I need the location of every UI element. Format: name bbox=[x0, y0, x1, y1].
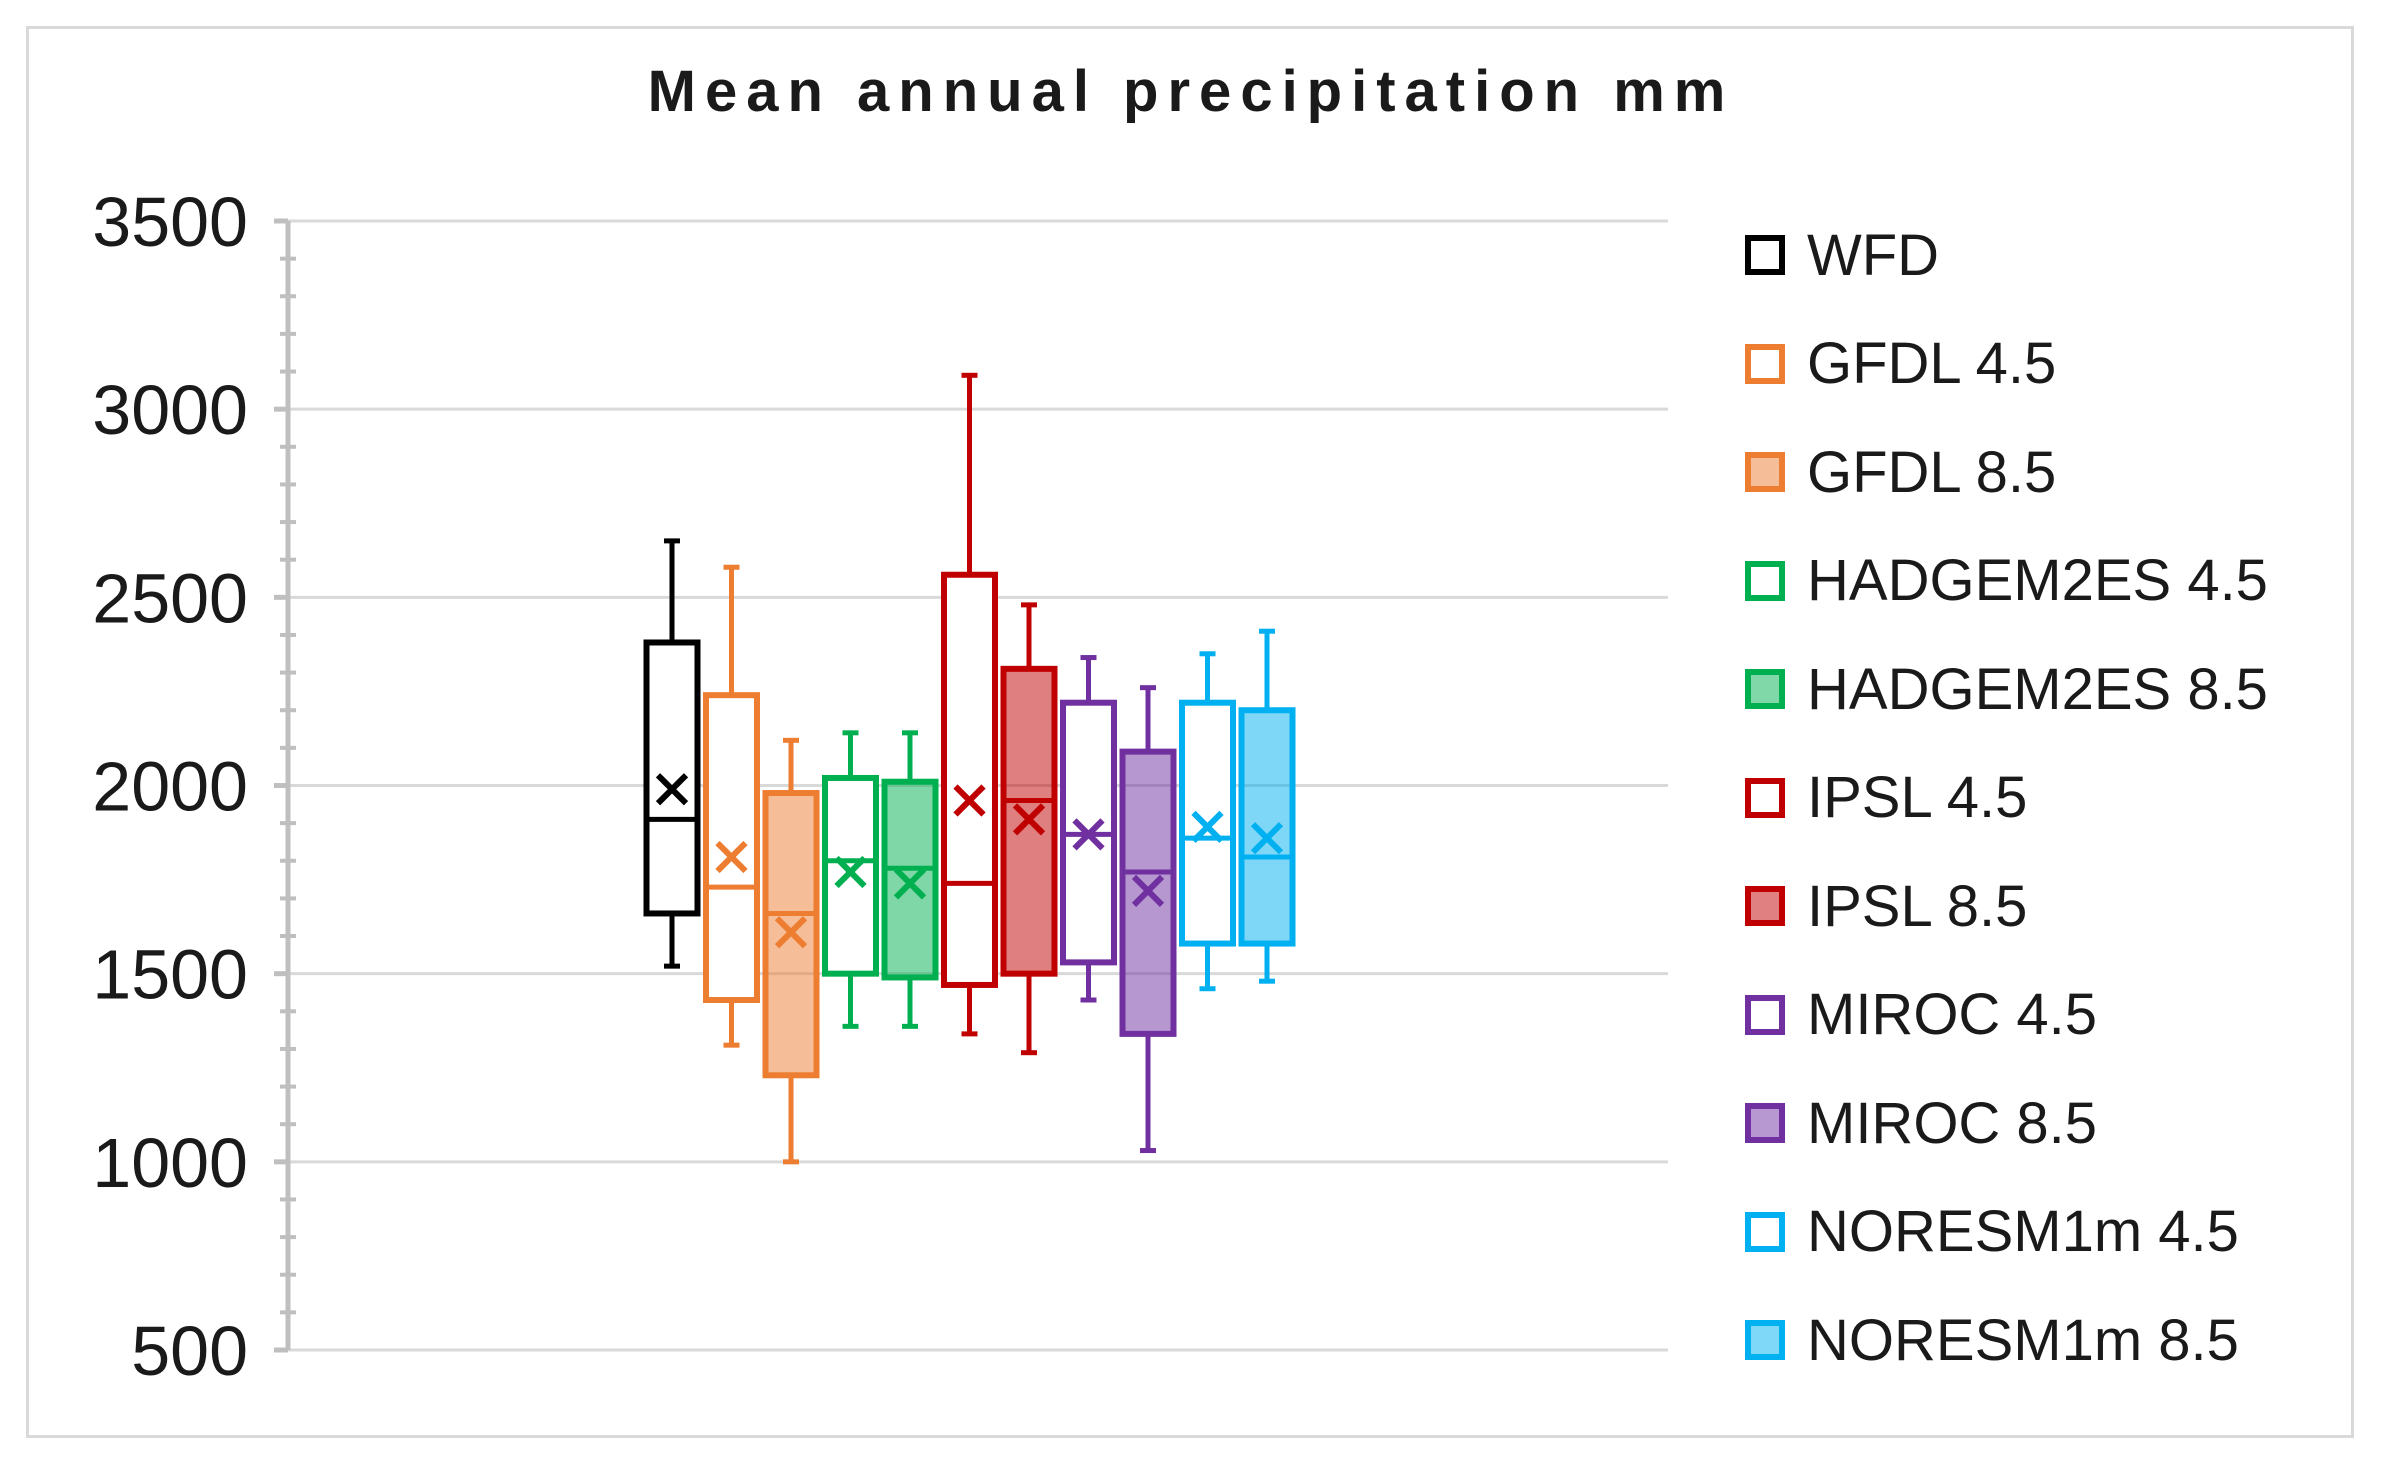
legend-label: HADGEM2ES 8.5 bbox=[1807, 656, 2268, 722]
box-noresm1m-85 bbox=[1238, 628, 1296, 984]
iqr-box bbox=[1238, 707, 1296, 947]
legend-item: GFDL 8.5 bbox=[1745, 427, 2056, 517]
y-axis: 500 1000 1500 2000 2500 3000 3500 bbox=[92, 183, 296, 1390]
legend-swatch bbox=[1745, 1103, 1785, 1143]
legend-label: GFDL 4.5 bbox=[1807, 331, 2057, 396]
box-hadgem2es-45 bbox=[822, 730, 879, 1029]
box-hadgem2es-85 bbox=[881, 730, 939, 1029]
box-gfdl-45 bbox=[703, 564, 760, 1048]
legend-swatch bbox=[1745, 452, 1785, 492]
mean-marker bbox=[774, 916, 808, 949]
legend-swatch bbox=[1745, 1320, 1785, 1360]
legend-label: WFD bbox=[1807, 222, 1940, 288]
legend-swatch bbox=[1745, 1211, 1785, 1252]
mean-marker-stroke bbox=[715, 840, 748, 874]
legend-item: MIROC 8.5 bbox=[1745, 1078, 2097, 1168]
chart-title: Mean annual precipitation mm bbox=[647, 59, 1735, 124]
mean-marker bbox=[1072, 818, 1105, 851]
y-tick-label: 2500 bbox=[92, 559, 248, 637]
box-miroc-45 bbox=[1060, 655, 1117, 1003]
iqr-box bbox=[643, 639, 701, 917]
legend-swatch bbox=[1745, 669, 1785, 709]
legend-item: NORESM1m 8.5 bbox=[1745, 1295, 2239, 1385]
box-wfd bbox=[643, 538, 701, 969]
y-tick-label: 3500 bbox=[92, 183, 248, 261]
legend-item: MIROC 4.5 bbox=[1745, 970, 2097, 1060]
legend-label: GFDL 8.5 bbox=[1807, 439, 2057, 505]
mean-marker bbox=[1131, 874, 1165, 907]
box-noresm1m-45 bbox=[1179, 651, 1236, 992]
legend-swatch bbox=[1745, 886, 1785, 926]
mean-marker bbox=[715, 840, 748, 874]
legend-label: IPSL 4.5 bbox=[1807, 765, 2028, 830]
legend-swatch bbox=[1745, 560, 1785, 601]
mean-marker bbox=[1250, 822, 1284, 855]
legend-label: NORESM1m 8.5 bbox=[1807, 1307, 2239, 1373]
box-ipsl-45 bbox=[941, 372, 998, 1037]
legend-item: HADGEM2ES 8.5 bbox=[1745, 644, 2268, 734]
legend-swatch bbox=[1745, 994, 1785, 1035]
legend-swatch bbox=[1745, 777, 1785, 818]
legend-item: NORESM1m 4.5 bbox=[1745, 1187, 2239, 1277]
legend-item: IPSL 4.5 bbox=[1745, 753, 2027, 843]
mean-marker-stroke bbox=[1072, 818, 1105, 851]
mean-marker bbox=[953, 784, 986, 817]
legend-label: HADGEM2ES 4.5 bbox=[1807, 548, 2268, 613]
mean-marker bbox=[1012, 803, 1046, 836]
box-ipsl-85 bbox=[1000, 602, 1058, 1056]
legend-item: GFDL 4.5 bbox=[1745, 319, 2056, 409]
y-tick-label: 1000 bbox=[92, 1124, 248, 1202]
iqr-box bbox=[1179, 699, 1236, 947]
y-tick-label: 3000 bbox=[92, 371, 248, 449]
box-miroc-85 bbox=[1119, 685, 1177, 1154]
mean-marker-stroke bbox=[1191, 810, 1224, 844]
legend-swatch bbox=[1745, 235, 1785, 275]
mean-marker-stroke bbox=[1250, 822, 1284, 855]
legend-label: MIROC 8.5 bbox=[1807, 1090, 2098, 1156]
y-tick-label: 2000 bbox=[92, 748, 248, 826]
legend-label: IPSL 8.5 bbox=[1807, 873, 2028, 939]
legend-item: HADGEM2ES 4.5 bbox=[1745, 536, 2268, 626]
mean-marker-stroke bbox=[774, 916, 808, 949]
legend-item: WFD bbox=[1745, 210, 1939, 300]
mean-marker bbox=[1191, 810, 1224, 844]
legend-label: MIROC 4.5 bbox=[1807, 982, 2098, 1047]
y-tick-label: 1500 bbox=[92, 936, 248, 1014]
y-tick-label: 500 bbox=[131, 1312, 248, 1390]
legend-swatch bbox=[1745, 343, 1785, 384]
legend-item: IPSL 8.5 bbox=[1745, 861, 2027, 951]
legend-label: NORESM1m 4.5 bbox=[1807, 1199, 2239, 1264]
box-gfdl-85 bbox=[762, 737, 820, 1165]
iqr-box bbox=[703, 692, 760, 1004]
mean-marker bbox=[834, 855, 867, 889]
iqr-box bbox=[941, 571, 998, 988]
mean-marker-stroke bbox=[1131, 874, 1165, 907]
mean-marker-stroke bbox=[1012, 803, 1046, 836]
mean-marker-stroke bbox=[655, 773, 689, 806]
mean-marker-stroke bbox=[953, 784, 986, 817]
iqr-box bbox=[822, 774, 879, 977]
iqr-box bbox=[1119, 748, 1177, 1037]
mean-marker bbox=[893, 867, 927, 900]
mean-marker-stroke bbox=[834, 855, 867, 889]
mean-marker-stroke bbox=[893, 867, 927, 900]
mean-marker bbox=[655, 773, 689, 806]
boxes bbox=[643, 372, 1296, 1165]
